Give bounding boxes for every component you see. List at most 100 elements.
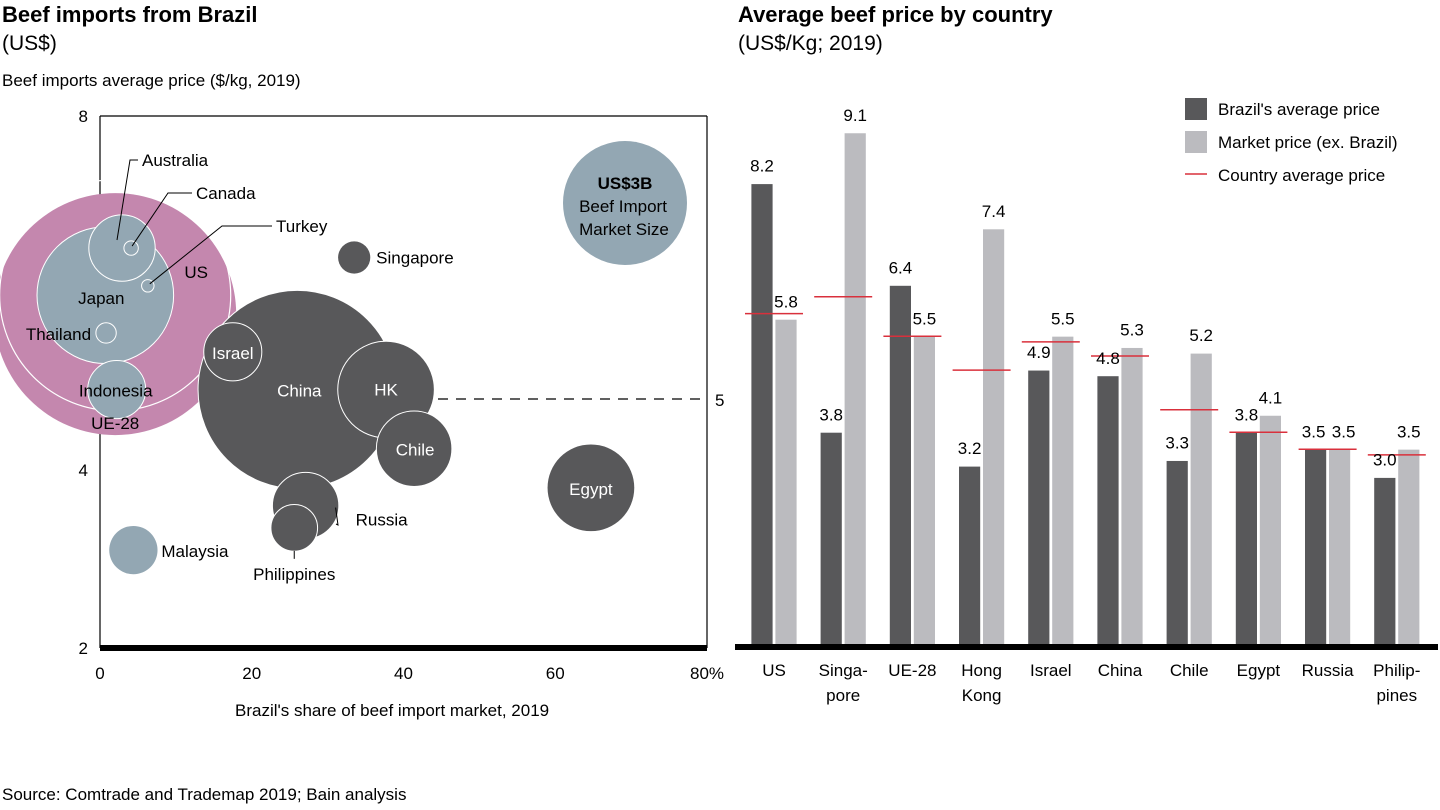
category-label-chile: Chile	[1170, 661, 1209, 680]
y-tick-label: 8	[79, 107, 88, 126]
value-label-brazil-chile: 3.3	[1165, 434, 1189, 453]
bar-market-chile	[1189, 352, 1213, 648]
bubble-label-ue-28: UE-28	[91, 414, 139, 433]
bubble-singapore	[338, 241, 371, 274]
bar-chart: 8.25.83.89.16.45.53.27.44.95.54.85.33.35…	[735, 98, 1438, 705]
bubble-label-israel: Israel	[212, 344, 254, 363]
leader-turkey	[149, 225, 272, 285]
bubble-chart-x-axis-label: Brazil's share of beef import market, 20…	[235, 701, 550, 720]
bubble-australia	[88, 214, 156, 282]
bar-market-ue-28	[912, 335, 936, 648]
legend-label-country-average-price: Country average price	[1218, 166, 1385, 185]
value-label-market-israel: 5.5	[1051, 309, 1075, 328]
leader-australia	[116, 159, 138, 241]
value-label-market-us: 5.8	[774, 292, 798, 311]
size-legend-value: US$3B	[598, 174, 653, 193]
bar-brazil-israel	[1027, 369, 1051, 648]
bubble-label-indonesia: Indonesia	[79, 382, 153, 401]
size-legend-line1: Beef Import	[579, 197, 667, 216]
bubble-label-russia: Russia	[356, 511, 409, 530]
bar-market-singa-pore	[843, 132, 867, 648]
bar-brazil-hong-kong	[958, 465, 982, 648]
value-label-brazil-china: 4.8	[1096, 349, 1120, 368]
value-label-market-singa-pore: 9.1	[843, 106, 867, 125]
leader-russia	[335, 507, 339, 526]
bar-brazil-us	[750, 183, 774, 648]
category-label-israel: Israel	[1030, 661, 1072, 680]
bubble-label-chile: Chile	[396, 441, 435, 460]
bar-market-israel	[1051, 335, 1075, 648]
x-tick-label: 20	[242, 664, 261, 683]
category-label-philip-pines: Philip-	[1373, 661, 1420, 680]
category-label-hong-kong: Kong	[962, 686, 1002, 705]
y-tick-label: 2	[79, 639, 88, 658]
category-label-egypt: Egypt	[1237, 661, 1281, 680]
bubble-chart-title: Beef imports from Brazil	[2, 2, 258, 27]
value-label-market-chile: 5.2	[1189, 326, 1213, 345]
bar-brazil-chile	[1165, 460, 1189, 648]
bar-brazil-ue-28	[888, 284, 912, 648]
value-label-market-hong-kong: 7.4	[982, 202, 1006, 221]
bar-market-hong-kong	[982, 228, 1006, 648]
bar-market-philip-pines	[1397, 448, 1421, 648]
bar-market-us	[774, 318, 798, 648]
bar-chart-subtitle: (US$/Kg; 2019)	[738, 32, 883, 55]
reference-line-label: 5	[715, 391, 724, 410]
category-label-ue-28: UE-28	[888, 661, 936, 680]
bubble-indonesia	[87, 360, 147, 420]
bar-chart-title: Average beef price by country	[738, 2, 1053, 27]
value-label-brazil-hong-kong: 3.2	[958, 439, 982, 458]
bubble-philippines	[270, 504, 319, 552]
x-tick-label: 0	[95, 664, 104, 683]
bubble-chart: 5 UE-28 US Japan Australia Canada Turkey Thail…	[0, 107, 724, 683]
bubble-malaysia	[109, 525, 158, 575]
legend-label-brazil-s-average-price: Brazil's average price	[1218, 100, 1380, 119]
bubble-thailand	[95, 322, 117, 344]
bubble-chart-y-axis-label: Beef imports average price ($/kg, 2019)	[2, 71, 301, 90]
value-label-brazil-russia: 3.5	[1302, 422, 1326, 441]
bar-brazil-egypt	[1234, 431, 1258, 648]
x-tick-label: 80%	[690, 664, 724, 683]
value-label-brazil-israel: 4.9	[1027, 343, 1051, 362]
value-label-brazil-ue-28: 6.4	[889, 258, 913, 277]
category-label-china: China	[1098, 661, 1143, 680]
value-label-market-philip-pines: 3.5	[1397, 422, 1421, 441]
bar-brazil-philip-pines	[1373, 477, 1397, 648]
value-label-market-egypt: 4.1	[1259, 388, 1283, 407]
size-legend-bubble	[563, 141, 687, 265]
bubble-label-china: China	[277, 382, 322, 401]
bubble-label-japan: Japan	[78, 289, 124, 308]
bubble-chart-subtitle: (US$)	[2, 32, 57, 55]
value-label-brazil-philip-pines: 3.0	[1373, 451, 1397, 470]
bubble-canada	[123, 240, 139, 256]
bar-market-egypt	[1259, 414, 1282, 648]
source-note: Source: Comtrade and Trademap 2019; Bain…	[2, 785, 407, 804]
bubble-label-singapore: Singapore	[376, 249, 454, 268]
bubble-label-turkey: Turkey	[276, 217, 328, 236]
category-label-hong-kong: Hong	[961, 661, 1002, 680]
value-label-brazil-us: 8.2	[750, 157, 774, 176]
bubble-label-thailand: Thailand	[26, 325, 91, 344]
y-tick-label: 4	[79, 461, 88, 480]
bubble-israel	[203, 322, 263, 382]
bubble-label-australia: Australia	[142, 151, 209, 170]
x-axis-line	[100, 645, 707, 651]
bubble-label-hk: HK	[374, 381, 398, 400]
bar-market-russia	[1328, 448, 1351, 648]
value-label-brazil-singa-pore: 3.8	[819, 405, 843, 424]
bubble-chile	[375, 410, 453, 487]
category-label-singa-pore: pore	[826, 686, 860, 705]
bar-x-axis-line	[735, 644, 1438, 650]
bubble-egypt	[547, 444, 635, 532]
bar-brazil-china	[1096, 375, 1120, 648]
category-label-russia: Russia	[1302, 661, 1355, 680]
legend-swatch-brazil	[1185, 98, 1207, 120]
value-label-brazil-egypt: 3.8	[1235, 405, 1259, 424]
x-tick-label: 40	[394, 664, 413, 683]
leader-canada	[131, 192, 192, 247]
value-label-market-ue-28: 5.5	[913, 309, 937, 328]
bubble-label-us: US	[184, 263, 208, 282]
legend-label-market-price-ex-brazil: Market price (ex. Brazil)	[1218, 133, 1397, 152]
bar-market-china	[1120, 347, 1144, 648]
bubble-label-philippines: Philippines	[253, 565, 335, 584]
